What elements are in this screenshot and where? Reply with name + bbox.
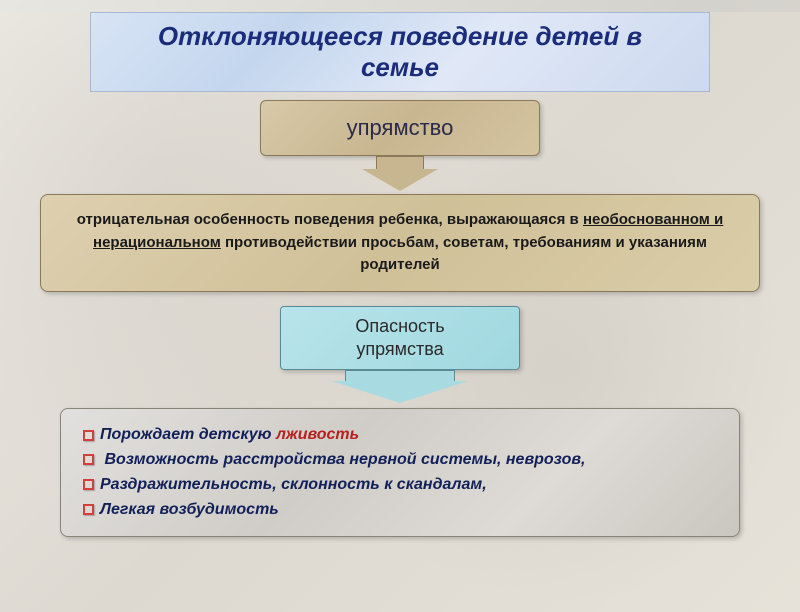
definition-text: отрицательная особенность поведения ребе… <box>61 209 739 277</box>
danger-line-2: упрямства <box>291 338 509 361</box>
danger-line-1: Опасность <box>291 315 509 338</box>
list-item: Раздражительность, склонность к скандала… <box>83 473 717 498</box>
effect-highlight-0: лживость <box>276 426 359 443</box>
stubbornness-label: упрямство <box>347 115 454 140</box>
arrow-down-icon <box>360 156 440 192</box>
stubbornness-box: упрямство <box>260 100 540 156</box>
effect-prefix-2: Раздражительность, склонность к скандала… <box>100 476 487 493</box>
title-line-1: Отклоняющееся поведение детей в <box>111 21 689 52</box>
list-item: Легкая возбудимость <box>83 498 717 523</box>
list-item: Возможность расстройства нервной системы… <box>83 448 717 473</box>
effects-box: Порождает детскую лживость Возможность р… <box>60 408 740 537</box>
bullet-icon <box>83 504 94 515</box>
definition-box: отрицательная особенность поведения ребе… <box>40 194 760 292</box>
definition-suffix: противодействии просьбам, советам, требо… <box>221 234 707 274</box>
title-line-2: семье <box>111 52 689 83</box>
arrow-down-wide-icon <box>330 370 470 404</box>
bullet-icon <box>83 430 94 441</box>
danger-box: Опасность упрямства <box>280 306 520 371</box>
definition-prefix: отрицательная особенность поведения ребе… <box>77 211 583 228</box>
effect-prefix-1: Возможность расстройства нервной системы… <box>100 451 586 468</box>
title-banner: Отклоняющееся поведение детей в семье <box>90 12 710 92</box>
list-item: Порождает детскую лживость <box>83 423 717 448</box>
effect-prefix-3: Легкая возбудимость <box>100 501 279 518</box>
bullet-icon <box>83 479 94 490</box>
effect-prefix-0: Порождает детскую <box>100 426 276 443</box>
bullet-icon <box>83 454 94 465</box>
